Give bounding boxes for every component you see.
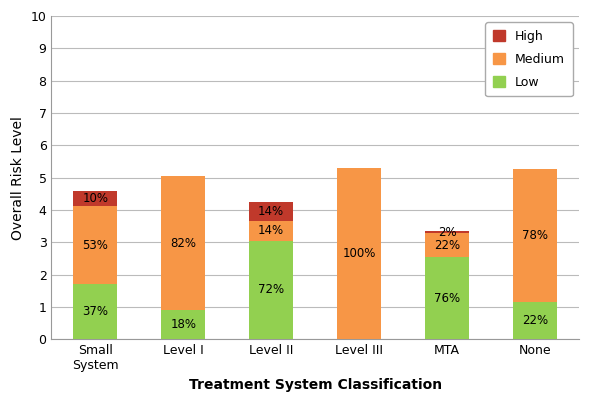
Text: 14%: 14% xyxy=(258,205,284,218)
Bar xyxy=(161,310,205,339)
Text: 78%: 78% xyxy=(522,229,548,242)
Legend: High, Medium, Low: High, Medium, Low xyxy=(485,22,573,96)
Text: 76%: 76% xyxy=(434,292,460,305)
Text: 10%: 10% xyxy=(83,192,109,205)
Text: 100%: 100% xyxy=(342,247,376,260)
Bar xyxy=(73,206,117,285)
Bar xyxy=(337,168,381,339)
Text: 72%: 72% xyxy=(258,283,284,297)
Y-axis label: Overall Risk Level: Overall Risk Level xyxy=(11,116,25,240)
Text: 53%: 53% xyxy=(83,239,109,251)
Text: 22%: 22% xyxy=(522,314,548,327)
Bar xyxy=(425,231,469,233)
Text: 22%: 22% xyxy=(434,239,460,252)
X-axis label: Treatment System Classification: Treatment System Classification xyxy=(189,378,442,392)
Bar xyxy=(161,176,205,310)
Text: 18%: 18% xyxy=(171,318,196,331)
Text: 14%: 14% xyxy=(258,224,284,237)
Bar xyxy=(249,202,293,221)
Bar xyxy=(73,191,117,206)
Bar xyxy=(249,221,293,241)
Bar xyxy=(249,241,293,339)
Bar xyxy=(513,302,557,339)
Bar xyxy=(425,233,469,257)
Text: 82%: 82% xyxy=(171,237,196,249)
Text: 2%: 2% xyxy=(438,226,456,239)
Bar xyxy=(425,257,469,339)
Bar xyxy=(73,285,117,339)
Text: 37%: 37% xyxy=(83,305,109,318)
Bar xyxy=(513,169,557,302)
